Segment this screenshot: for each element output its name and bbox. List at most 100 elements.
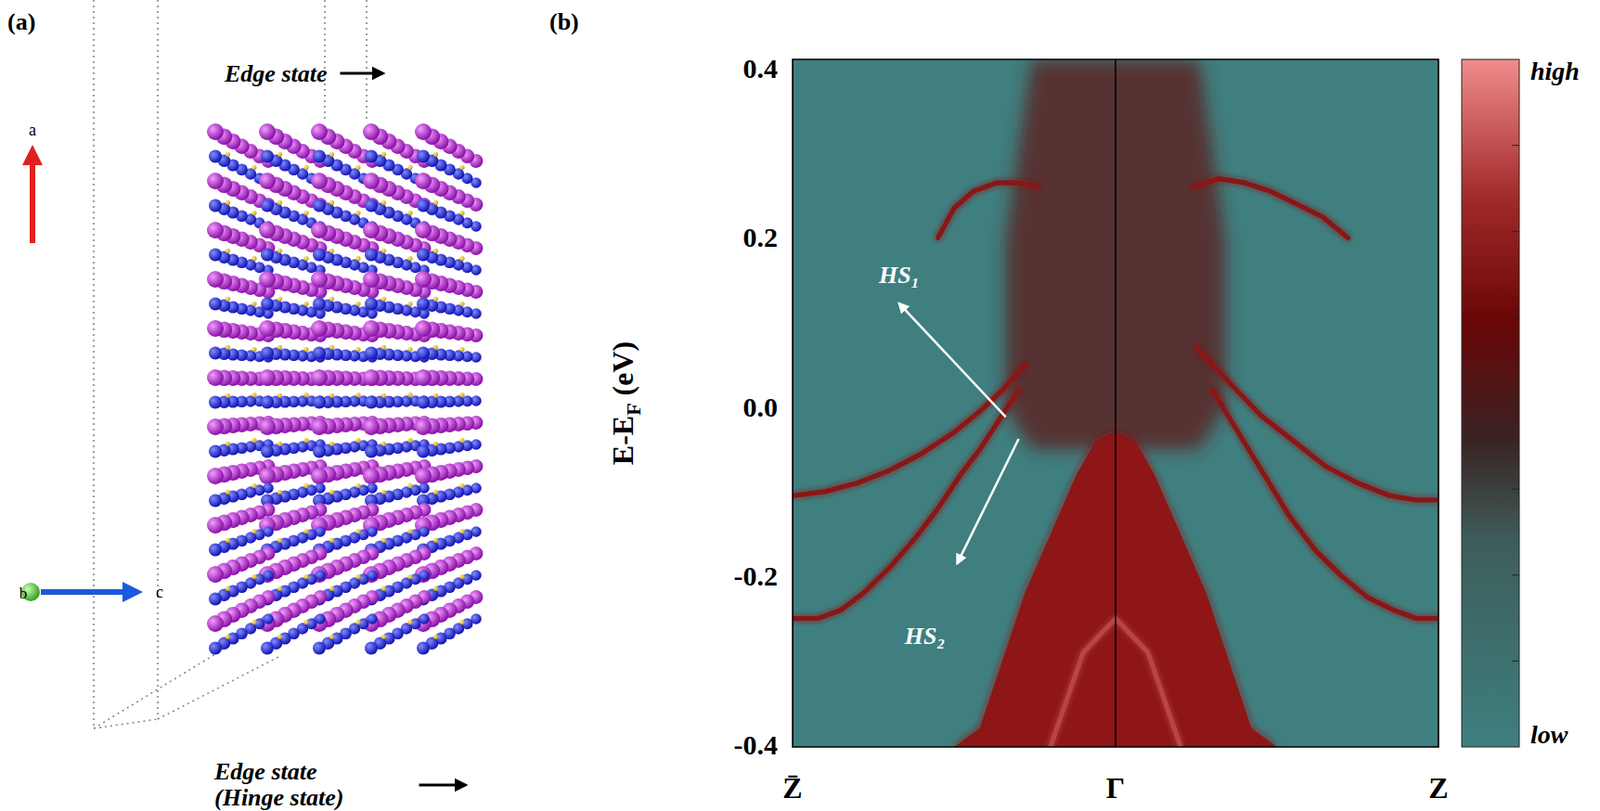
- atom: [303, 256, 309, 261]
- atom: [433, 200, 439, 206]
- atom: [433, 393, 439, 399]
- atom: [208, 543, 222, 557]
- atom: [260, 642, 274, 656]
- atom: [381, 586, 387, 592]
- atom: [355, 619, 361, 625]
- annotation-arrow: [956, 438, 1019, 564]
- guide-line: [157, 657, 279, 720]
- atom: [251, 529, 257, 534]
- atom: [416, 396, 430, 410]
- panel-label: (a): [7, 8, 36, 36]
- atom: [206, 172, 224, 190]
- atom: [416, 297, 430, 311]
- atom: [251, 256, 257, 261]
- atom: [355, 392, 361, 398]
- atom: [433, 152, 439, 157]
- atom: [362, 123, 380, 141]
- panel-a: (a)Edge stateEdge state(Hinge state)abc: [7, 0, 483, 811]
- atom: [355, 574, 361, 580]
- annotation: HS₁: [877, 261, 920, 289]
- atom: [355, 256, 361, 261]
- colorbar-tick: [1511, 231, 1520, 233]
- atom: [225, 248, 231, 254]
- y-title-part: (eV): [606, 341, 640, 404]
- atom: [310, 123, 328, 141]
- axis-arrowhead: [22, 144, 43, 166]
- atom: [277, 345, 283, 350]
- atom: [258, 123, 276, 141]
- atom: [407, 301, 413, 307]
- atom: [206, 566, 224, 583]
- atom: [303, 529, 309, 534]
- atom: [416, 150, 430, 164]
- atom: [362, 467, 380, 485]
- atom: [310, 467, 328, 485]
- axis-arrow: [29, 159, 36, 244]
- atom: [208, 593, 222, 607]
- atom: [310, 270, 328, 288]
- atom: [303, 210, 309, 216]
- atom: [329, 296, 335, 302]
- atom: [260, 347, 274, 361]
- atom: [251, 165, 257, 170]
- atom: [206, 369, 224, 387]
- atom: [208, 297, 222, 311]
- atom: [225, 441, 231, 447]
- atom: [364, 445, 378, 459]
- figure: (a)Edge stateEdge state(Hinge state)abc(…: [0, 0, 1600, 811]
- atom: [310, 172, 328, 190]
- atom: [407, 483, 413, 489]
- atom: [277, 586, 283, 592]
- atom: [303, 619, 309, 625]
- atom: [277, 634, 283, 640]
- atom: [251, 210, 257, 216]
- y-title-part: E-E: [606, 415, 640, 465]
- y-tick-label: -0.4: [734, 729, 779, 761]
- atom: [277, 393, 283, 399]
- atom: [459, 483, 465, 489]
- atom: [260, 248, 274, 262]
- atom: [329, 248, 335, 254]
- axis-label: b: [19, 584, 28, 603]
- guide-line: [93, 649, 223, 729]
- atom: [260, 445, 274, 459]
- atom: [414, 270, 432, 288]
- atom: [459, 165, 465, 170]
- atom: [381, 393, 387, 399]
- atom: [329, 200, 335, 206]
- atom: [258, 172, 276, 190]
- atom: [260, 199, 274, 213]
- atom: [414, 221, 432, 239]
- atom: [364, 297, 378, 311]
- atom: [407, 574, 413, 580]
- atom: [381, 152, 387, 157]
- arrow: [340, 72, 384, 76]
- atom: [364, 396, 378, 410]
- atom: [407, 529, 413, 534]
- atom: [312, 445, 326, 459]
- atom: [303, 438, 309, 443]
- grid-line: [1114, 59, 1117, 748]
- arrow: [419, 784, 466, 788]
- atom: [459, 574, 465, 580]
- atom: [258, 418, 276, 436]
- atom: [251, 301, 257, 307]
- atom: [407, 347, 413, 352]
- colorbar-label: low: [1530, 720, 1569, 749]
- plot-marks: [792, 59, 1439, 748]
- atom: [312, 248, 326, 262]
- atom: [258, 320, 276, 337]
- atom: [277, 538, 283, 543]
- atom: [258, 467, 276, 485]
- atom: [381, 248, 387, 254]
- atom: [329, 538, 335, 543]
- atom: [362, 270, 380, 288]
- y-tick-label: 0.0: [743, 391, 779, 423]
- atom: [312, 150, 326, 164]
- atom: [329, 586, 335, 592]
- atom: [208, 199, 222, 213]
- guide-line: [92, 0, 95, 729]
- guide-line: [93, 719, 158, 729]
- atom: [364, 642, 378, 656]
- atom: [329, 634, 335, 640]
